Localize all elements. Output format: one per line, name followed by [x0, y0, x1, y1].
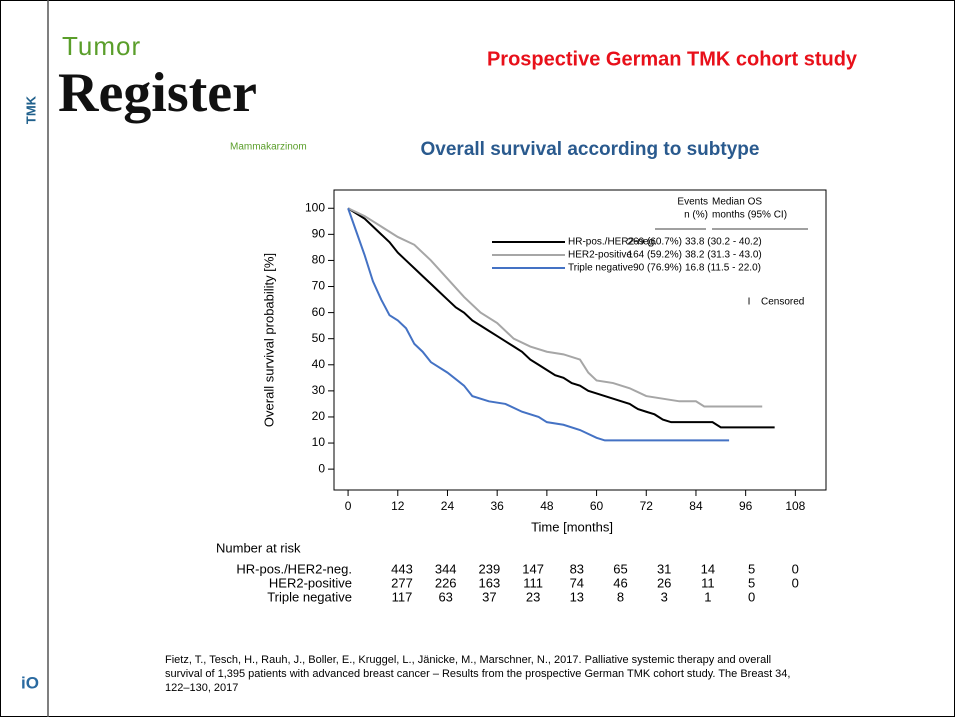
x-tick-label: 108: [785, 499, 805, 513]
y-tick-label: 60: [312, 305, 326, 319]
x-tick-label: 84: [689, 499, 703, 513]
censor-symbol: I: [748, 297, 751, 308]
risk-value: 239: [479, 561, 501, 576]
legend-events: 164 (59.2%): [628, 250, 682, 261]
legend-label: HER2-positive: [568, 250, 632, 261]
logo-sub: Mammakarzinom: [230, 142, 307, 153]
risk-value: 0: [748, 589, 755, 604]
risk-value: 3: [661, 589, 668, 604]
risk-value: 111: [523, 575, 543, 590]
x-tick-label: 0: [345, 499, 352, 513]
legend-median: 38.2 (31.3 - 43.0): [685, 250, 762, 261]
risk-value: 74: [570, 575, 584, 590]
risk-value: 277: [391, 575, 413, 590]
risk-value: 65: [613, 561, 627, 576]
legend-label: Triple negative: [568, 263, 634, 274]
legend-header: n (%): [684, 210, 708, 221]
y-tick-label: 50: [312, 331, 326, 345]
legend-events: 269 (60.7%): [628, 237, 682, 248]
logo-main: Register: [58, 62, 257, 124]
legend-header: Events: [677, 197, 708, 208]
x-tick-label: 36: [490, 499, 504, 513]
risk-value: 11: [701, 575, 715, 590]
slide-title: Prospective German TMK cohort study: [487, 48, 858, 70]
risk-value: 5: [748, 561, 755, 576]
risk-value: 31: [657, 561, 671, 576]
risk-label: HR-pos./HER2-neg.: [236, 561, 352, 576]
x-tick-label: 48: [540, 499, 554, 513]
x-axis-label: Time [months]: [531, 519, 613, 534]
x-tick-label: 24: [441, 499, 455, 513]
legend-header: Median OS: [712, 197, 762, 208]
y-tick-label: 100: [305, 200, 325, 214]
citation: Fietz, T., Tesch, H., Rauh, J., Boller, …: [165, 654, 771, 666]
survival-curve: [347, 207, 775, 429]
x-tick-label: 60: [590, 499, 604, 513]
side-label: TMK: [23, 95, 38, 124]
citation: 122–130, 2017: [165, 682, 238, 694]
risk-value: 83: [570, 561, 584, 576]
risk-value: 117: [392, 589, 413, 604]
citation: survival of 1,395 patients with advanced…: [165, 668, 790, 680]
legend-events: 90 (76.9%): [633, 263, 682, 274]
risk-value: 23: [526, 589, 540, 604]
y-axis-label: Overall survival probability [%]: [261, 253, 276, 427]
plot-frame: [333, 189, 827, 491]
risk-value: 0: [792, 561, 799, 576]
legend-header: months (95% CI): [712, 210, 787, 221]
legend-median: 16.8 (11.5 - 22.0): [685, 263, 761, 274]
y-tick-label: 10: [312, 435, 326, 449]
y-tick-label: 20: [312, 409, 326, 423]
risk-value: 147: [522, 561, 544, 576]
x-tick-label: 72: [640, 499, 654, 513]
chart-title: Overall survival according to subtype: [421, 139, 760, 160]
survival-curve: [347, 207, 763, 408]
risk-value: 443: [391, 561, 413, 576]
risk-value: 5: [748, 575, 755, 590]
risk-value: 1: [704, 589, 711, 604]
risk-value: 26: [657, 575, 671, 590]
y-tick-label: 90: [312, 227, 326, 241]
risk-value: 13: [570, 589, 584, 604]
x-tick-label: 12: [391, 499, 405, 513]
risk-value: 226: [435, 575, 457, 590]
risk-value: 344: [435, 561, 457, 576]
y-tick-label: 40: [312, 357, 326, 371]
logo-top: Tumor: [62, 31, 141, 61]
legend-median: 33.8 (30.2 - 40.2): [685, 237, 762, 248]
risk-label: HER2-positive: [269, 575, 352, 590]
risk-value: 63: [438, 589, 452, 604]
censor-label: Censored: [761, 297, 804, 308]
x-tick-label: 96: [739, 499, 753, 513]
legend-label: HR-pos./HER2-neg.: [568, 237, 657, 248]
y-tick-label: 30: [312, 383, 326, 397]
risk-value: 37: [482, 589, 496, 604]
risk-value: 0: [792, 575, 799, 590]
risk-value: 46: [613, 575, 627, 590]
y-tick-label: 80: [312, 253, 326, 267]
corner-logo: iO: [21, 673, 39, 692]
risk-value: 14: [701, 561, 715, 576]
risk-label: Triple negative: [267, 589, 352, 604]
survival-curve: [347, 207, 730, 442]
risk-value: 8: [617, 589, 624, 604]
risk-value: 163: [479, 575, 501, 590]
risk-title: Number at risk: [216, 540, 301, 555]
y-tick-label: 70: [312, 279, 326, 293]
y-tick-label: 0: [318, 461, 325, 475]
